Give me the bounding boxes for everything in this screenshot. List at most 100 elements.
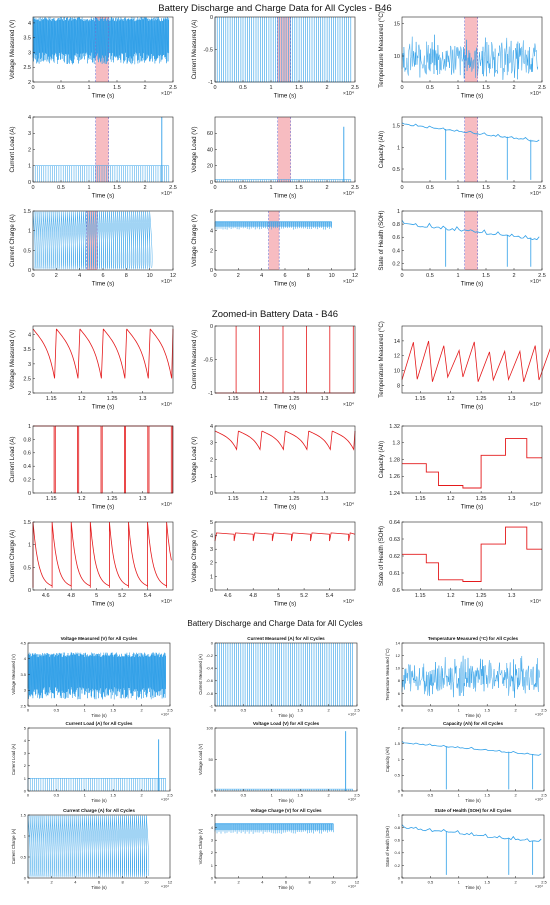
y-tick-label: 1.5 bbox=[23, 520, 31, 526]
x-axis-label: Time (s) bbox=[278, 713, 294, 718]
x-tick-label: 1.15 bbox=[46, 496, 57, 502]
y-tick-label: 0.5 bbox=[23, 248, 31, 254]
x-tick-label: 0 bbox=[213, 185, 216, 191]
x-tick-label: 0.5 bbox=[428, 880, 434, 885]
x-tick-label: 0.5 bbox=[426, 185, 434, 191]
highlight-region bbox=[86, 211, 98, 270]
x-axis-label: Time (s) bbox=[274, 192, 296, 199]
y-tick-label: 0.8 bbox=[392, 222, 400, 228]
series-line bbox=[401, 340, 550, 382]
series-line bbox=[27, 778, 166, 791]
x-axis-label: Time (s) bbox=[461, 280, 483, 287]
x-axis-label: Time (s) bbox=[91, 798, 107, 803]
y-tick-label: 0 bbox=[24, 875, 27, 880]
y-tick-label: 2 bbox=[398, 725, 401, 730]
x-tick-label: 0 bbox=[400, 85, 403, 91]
y-axis-label: Current Measured (A) bbox=[191, 330, 198, 390]
x-tick-label: 2 bbox=[237, 273, 240, 279]
y-tick-label: 1 bbox=[28, 229, 31, 235]
x-tick-label: 2 bbox=[514, 793, 517, 798]
chart-small-5: 0 0.5 1 1.5 2 2.5 0 0.5 1 1.5 2 ×10⁴ Time (s) Capacit… bbox=[385, 721, 548, 803]
axes-box bbox=[214, 210, 356, 271]
chart-small-6: 0 2 4 6 8 10 12 0 0.5 1 1.5 ×10⁴ Time (s) Current Cha… bbox=[11, 808, 173, 890]
series-band bbox=[215, 221, 332, 227]
chart-all-7: 0 2 4 6 8 10 12 0 2 4 6 ×10⁴ Time (s) Voltage Charge … bbox=[191, 209, 358, 287]
y-tick-label: 3 bbox=[28, 50, 31, 56]
y-tick-label: 1.5 bbox=[20, 812, 26, 817]
y-tick-label: 2 bbox=[28, 391, 31, 397]
y-tick-label: 1 bbox=[28, 543, 31, 549]
x-tick-label: 1 bbox=[84, 793, 87, 798]
x-axis-label: Time (s) bbox=[92, 92, 114, 99]
axes-box bbox=[214, 521, 356, 591]
y-tick-label: 5 bbox=[211, 812, 214, 817]
y-tick-label: 1.3 bbox=[392, 441, 400, 447]
x-tick-label: 0 bbox=[400, 185, 403, 191]
y-tick-label: 0 bbox=[398, 788, 401, 793]
y-tick-label: 1.5 bbox=[23, 209, 31, 215]
x-tick-label: 2.5 bbox=[541, 880, 547, 885]
x-tick-label: 1.15 bbox=[228, 496, 239, 502]
chart-all-1: 0 0.5 1 1.5 2 2.5 -1 -0.5 0 ×10⁴ Time (s) Current M… bbox=[191, 15, 359, 99]
y-axis-label: Capacity (Ah) bbox=[378, 131, 385, 168]
y-tick-label: -1 bbox=[209, 703, 213, 708]
x-tick-label: 1.2 bbox=[78, 396, 86, 402]
x-tick-label: 6 bbox=[101, 273, 104, 279]
x-exponent: ×10⁴ bbox=[530, 91, 541, 97]
x-axis-label: Time (s) bbox=[461, 403, 483, 410]
x-tick-label: 2.5 bbox=[167, 708, 173, 713]
x-tick-label: 1.2 bbox=[447, 593, 455, 599]
x-tick-label: 10 bbox=[329, 273, 335, 279]
x-tick-label: 1.25 bbox=[476, 496, 487, 502]
x-tick-label: 4 bbox=[260, 273, 263, 279]
chart-zoom-0: 1.15 1.2 1.25 1.3 2 2.5 3 3.5 4 ×10⁴ Time (s) Volta… bbox=[9, 325, 174, 410]
x-axis-label: Time (s) bbox=[92, 192, 114, 199]
y-tick-label: 4 bbox=[24, 656, 27, 661]
x-axis-label: Time (s) bbox=[461, 192, 483, 199]
x-tick-label: 1 bbox=[84, 708, 87, 713]
x-axis-label: Time (s) bbox=[465, 885, 481, 890]
y-tick-label: 2 bbox=[28, 80, 31, 86]
x-tick-label: 1 bbox=[87, 185, 90, 191]
y-tick-label: 0.5 bbox=[394, 773, 400, 778]
title-zoomed-b46: Zoomed-in Battery Data - B46 bbox=[212, 309, 338, 320]
x-tick-label: 1.15 bbox=[415, 496, 426, 502]
axes-box bbox=[27, 727, 171, 792]
x-tick-label: 2 bbox=[143, 185, 146, 191]
y-tick-label: 2.5 bbox=[20, 703, 26, 708]
x-tick-label: 1.25 bbox=[476, 593, 487, 599]
y-axis-label: Temperature Measured (°C) bbox=[378, 321, 385, 398]
x-tick-label: 0.5 bbox=[426, 273, 434, 279]
y-tick-label: 4 bbox=[28, 115, 31, 121]
x-tick-label: 1.2 bbox=[447, 496, 455, 502]
subplot-title: State of Health (SOH) for All Cycles bbox=[435, 808, 512, 813]
y-tick-label: 40 bbox=[207, 147, 213, 153]
y-tick-label: 5 bbox=[210, 520, 213, 526]
y-tick-label: 2 bbox=[210, 561, 213, 567]
y-tick-label: 1.26 bbox=[389, 474, 400, 480]
y-tick-label: 5 bbox=[24, 725, 27, 730]
x-tick-label: 2.5 bbox=[169, 85, 177, 91]
x-tick-label: 1.15 bbox=[415, 593, 426, 599]
x-axis-label: Time (s) bbox=[278, 885, 294, 890]
x-tick-label: 0.5 bbox=[428, 793, 434, 798]
y-tick-label: 10 bbox=[394, 54, 400, 60]
x-tick-label: 1.5 bbox=[113, 85, 121, 91]
axes-box bbox=[401, 521, 543, 591]
x-tick-label: 1.25 bbox=[289, 396, 300, 402]
y-axis-label: Capacity (Ah) bbox=[385, 746, 390, 772]
x-exponent: ×10⁴ bbox=[535, 798, 543, 802]
x-tick-label: 0.5 bbox=[57, 185, 65, 191]
y-tick-label: 60 bbox=[207, 131, 213, 137]
x-tick-label: 1 bbox=[456, 85, 459, 91]
chart-small-0: 0 0.5 1 1.5 2 2.5 2.5 3 3.5 4 4.5 ×10⁴ Time (s) Volta… bbox=[11, 636, 174, 718]
x-exponent: ×10⁴ bbox=[348, 798, 356, 802]
axes-box bbox=[401, 727, 545, 792]
series-line bbox=[214, 532, 356, 542]
x-tick-label: 2.5 bbox=[538, 185, 546, 191]
y-tick-label: 3.5 bbox=[23, 36, 31, 42]
x-tick-label: 1.5 bbox=[110, 793, 116, 798]
subplot-title: Current Measured (A) for All Cycles bbox=[247, 636, 325, 641]
y-tick-label: 0 bbox=[210, 15, 213, 21]
y-tick-label: 8 bbox=[398, 678, 401, 683]
